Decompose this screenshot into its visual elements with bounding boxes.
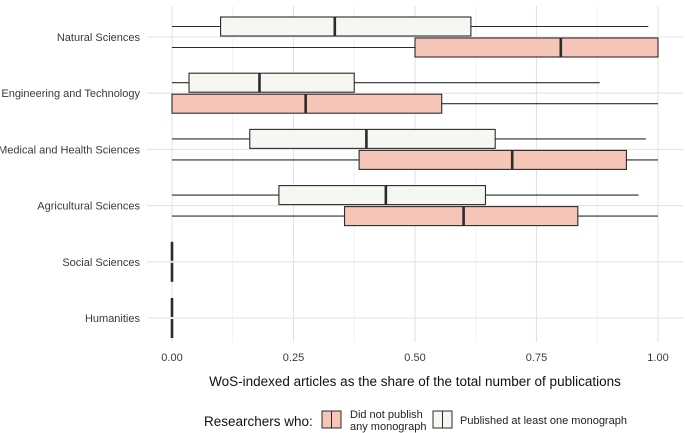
iqr-box — [343, 206, 579, 227]
box-no-monograph — [172, 37, 659, 58]
iqr-box — [414, 37, 659, 58]
box-monograph — [172, 72, 600, 93]
x-axis-labels: 0.00 0.25 0.50 0.75 1.00 — [161, 352, 668, 364]
y-tick-label: Humanities — [85, 313, 141, 325]
x-tick-label: 0.25 — [283, 352, 304, 364]
x-tick-label: 1.00 — [647, 352, 668, 364]
box-no-monograph — [172, 149, 658, 170]
box-monograph — [172, 185, 639, 206]
y-tick-label: Medical and Health Sciences — [0, 144, 140, 156]
box-no-monograph — [172, 206, 658, 227]
iqr-box — [249, 128, 496, 149]
iqr-box — [188, 72, 355, 93]
legend-label: Did not publish — [350, 409, 423, 421]
x-tick-label: 0.00 — [161, 352, 182, 364]
x-tick-label: 0.50 — [404, 352, 425, 364]
x-axis-title: WoS-indexed articles as the share of the… — [209, 374, 621, 389]
y-axis-labels: Natural Sciences Engineering and Technolo… — [0, 32, 140, 325]
legend-label: Published at least one monograph — [460, 415, 627, 427]
y-tick-label: Engineering and Technology — [1, 88, 140, 100]
iqr-box — [220, 16, 472, 37]
x-tick-label: 0.75 — [526, 352, 547, 364]
boxes — [170, 16, 659, 338]
box-monograph — [172, 16, 649, 37]
y-tick-label: Agricultural Sciences — [37, 201, 140, 213]
iqr-box — [278, 185, 487, 206]
legend-label: any monograph — [350, 421, 426, 433]
box-monograph — [172, 128, 646, 149]
legend-item: Published at least one monograph — [432, 410, 627, 429]
legend-title: Researchers who: — [204, 414, 313, 429]
grid — [147, 6, 683, 342]
iqr-box — [358, 149, 627, 170]
y-tick-label: Natural Sciences — [57, 32, 141, 44]
y-tick-label: Social Sciences — [62, 257, 140, 269]
box-no-monograph — [171, 93, 658, 114]
